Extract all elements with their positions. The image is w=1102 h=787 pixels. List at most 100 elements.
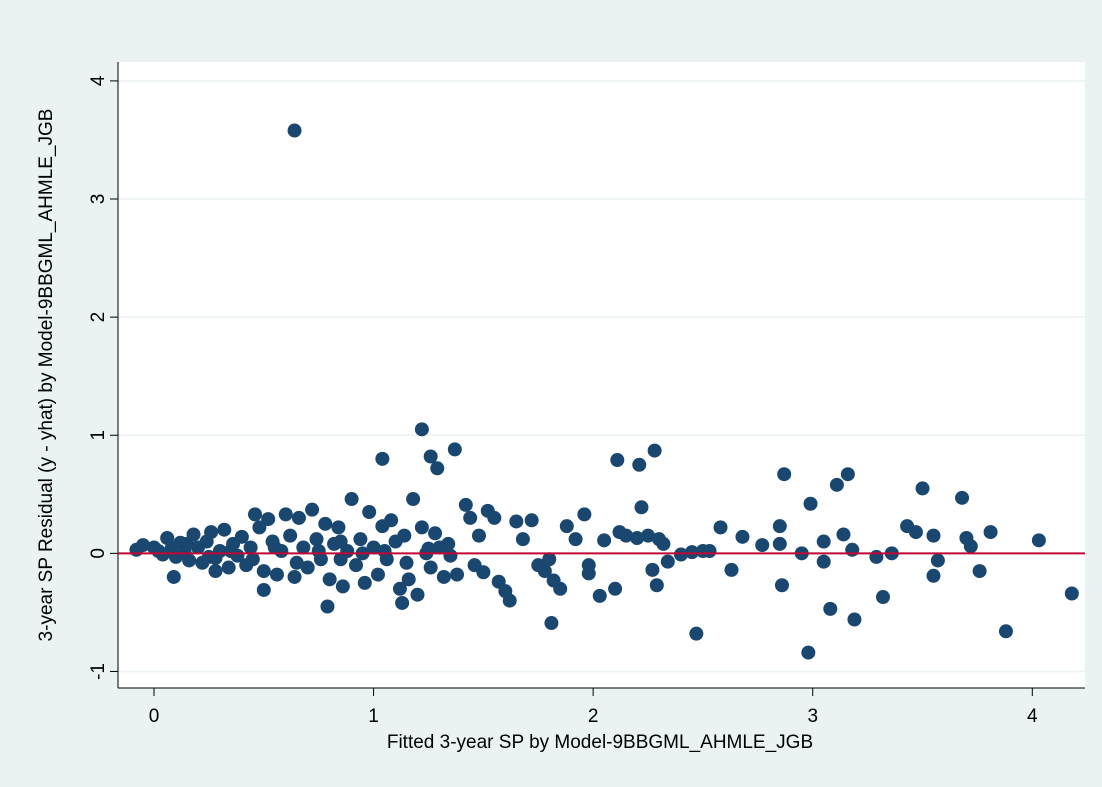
point (559, 519, 574, 534)
point (476, 565, 491, 580)
y-tick-label: 1 (88, 430, 109, 441)
point (972, 564, 987, 579)
point (269, 567, 284, 582)
point (256, 564, 271, 579)
point (774, 578, 789, 593)
point (816, 534, 831, 549)
point (983, 525, 998, 540)
point (136, 538, 151, 553)
x-tick-label: 3 (807, 706, 818, 727)
point (649, 578, 664, 593)
point (160, 530, 175, 545)
point (926, 568, 941, 583)
point (248, 507, 263, 522)
point (289, 555, 304, 570)
point (531, 558, 546, 573)
point (320, 599, 335, 614)
point (1031, 533, 1046, 548)
point (243, 540, 258, 555)
point (278, 507, 293, 522)
point (223, 543, 238, 558)
point (212, 543, 227, 558)
x-tick-label: 2 (588, 706, 599, 727)
point (930, 553, 945, 568)
point (291, 510, 306, 525)
point (322, 572, 337, 587)
point (428, 526, 443, 541)
point (318, 516, 333, 531)
point (252, 520, 267, 535)
point (458, 497, 473, 512)
plot-area (118, 62, 1085, 688)
y-tick-label: 3 (88, 194, 109, 205)
point (447, 442, 462, 457)
point (632, 457, 647, 472)
point (689, 626, 704, 641)
point (735, 529, 750, 544)
point (612, 525, 627, 540)
point (267, 540, 282, 555)
point (414, 520, 429, 535)
point (384, 513, 399, 528)
point (441, 536, 456, 551)
point (955, 490, 970, 505)
y-tick-label: 4 (88, 75, 109, 86)
point (634, 500, 649, 515)
point (471, 528, 486, 543)
point (344, 492, 359, 507)
point (287, 569, 302, 584)
point (362, 505, 377, 520)
point (309, 532, 324, 547)
x-tick-label: 4 (1027, 706, 1038, 727)
point (816, 554, 831, 569)
point (801, 645, 816, 660)
point (926, 528, 941, 543)
x-axis-title: Fitted 3-year SP by Model-9BBGML_AHMLE_J… (387, 732, 813, 753)
point (201, 549, 216, 564)
point (333, 552, 348, 567)
point (349, 558, 364, 573)
point (515, 532, 530, 547)
point (208, 564, 223, 579)
point (509, 514, 524, 529)
point (869, 549, 884, 564)
point (335, 579, 350, 594)
point (641, 528, 656, 543)
point (963, 539, 978, 554)
y-axis-title: 3-year SP Residual (y - yhat) by Model-9… (36, 109, 57, 642)
point (502, 593, 517, 608)
point (421, 541, 436, 556)
x-tick-label: 1 (368, 706, 379, 727)
point (713, 520, 728, 535)
point (450, 567, 465, 582)
point (166, 569, 181, 584)
point (673, 547, 688, 562)
point (399, 555, 414, 570)
point (597, 533, 612, 548)
y-tick-label: -1 (88, 663, 109, 680)
point (423, 560, 438, 575)
point (524, 513, 539, 528)
point (305, 502, 320, 517)
point (401, 572, 416, 587)
point (353, 532, 368, 547)
point (645, 562, 660, 577)
point (915, 481, 930, 496)
point (1064, 586, 1079, 601)
point (581, 566, 596, 581)
point (544, 616, 559, 631)
point (261, 512, 276, 527)
x-tick-label: 0 (149, 706, 160, 727)
point (311, 543, 326, 558)
point (182, 553, 197, 568)
point (845, 542, 860, 557)
point (660, 554, 675, 569)
point (245, 552, 260, 567)
point (179, 536, 194, 551)
point (234, 529, 249, 544)
point (568, 532, 583, 547)
point (724, 562, 739, 577)
point (772, 519, 787, 534)
